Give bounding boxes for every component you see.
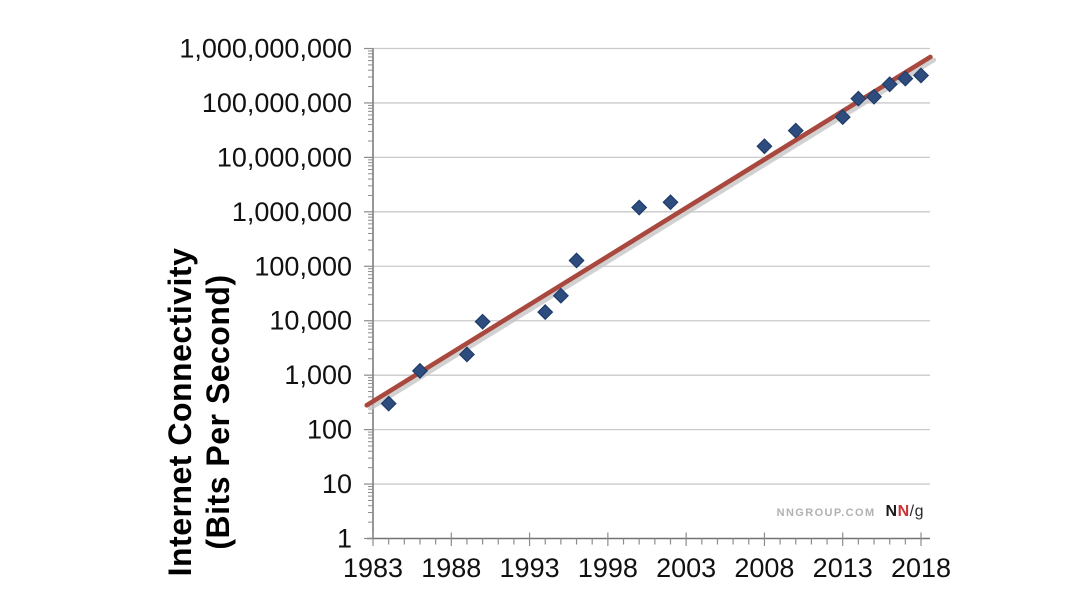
nng-logo: NN/g <box>886 503 924 521</box>
trend-line-shadow <box>367 57 937 411</box>
nng-logo-slash-g: /g <box>909 503 924 520</box>
x-tick-label: 1988 <box>421 553 481 583</box>
y-tick-label: 100,000,000 <box>202 88 352 118</box>
y-tick-labels: 1 10 100 1,000 10,000 100,000 1,000,000 10,000,… <box>179 34 352 554</box>
y-tick-label: 1,000,000 <box>232 197 352 227</box>
data-point <box>380 395 397 412</box>
y-tick-label: 1 <box>337 524 352 554</box>
data-point <box>897 70 914 87</box>
x-tick-label: 2013 <box>813 553 873 583</box>
data-point <box>787 122 804 139</box>
data-point <box>865 88 883 105</box>
data-point <box>568 252 585 269</box>
data-point <box>458 346 475 363</box>
nng-logo-n2: N <box>897 503 910 520</box>
y-tick-label: 100,000 <box>254 251 352 281</box>
y-tick-label: 1,000,000,000 <box>179 34 352 64</box>
y-tick-label: 10 <box>322 469 352 499</box>
x-axis-ticks <box>372 532 922 546</box>
data-point <box>850 90 867 107</box>
trend-line <box>364 54 933 408</box>
x-tick-label: 1993 <box>500 553 560 583</box>
x-tick-labels: 1983 1988 1993 1998 2003 2008 2013 2018 <box>343 553 951 583</box>
data-point <box>537 304 554 321</box>
y-axis-ticks <box>364 47 373 540</box>
x-tick-label: 1998 <box>578 553 638 583</box>
x-tick-label: 1983 <box>343 553 403 583</box>
nngroup-site-text: NNGROUP.COM <box>776 507 876 519</box>
data-point <box>834 109 851 126</box>
axes <box>367 48 930 540</box>
x-tick-label: 2018 <box>891 553 951 583</box>
data-point <box>662 194 679 211</box>
grid-lines <box>373 47 930 485</box>
data-points <box>380 67 930 412</box>
y-tick-label: 100 <box>307 415 352 445</box>
nng-logo-n1: N <box>885 503 898 520</box>
data-point <box>631 199 648 216</box>
data-point <box>474 313 491 330</box>
watermark: NNGROUP.COM NN/g <box>777 503 924 521</box>
data-point <box>411 362 429 379</box>
x-tick-label: 2008 <box>734 553 794 583</box>
data-point <box>756 138 773 155</box>
y-tick-label: 10,000,000 <box>217 142 352 172</box>
data-point <box>552 287 569 304</box>
x-tick-label: 2003 <box>656 553 716 583</box>
data-point <box>881 76 898 93</box>
data-point <box>912 67 930 84</box>
y-tick-label: 10,000 <box>269 306 352 336</box>
y-tick-label: 1,000 <box>284 360 352 390</box>
